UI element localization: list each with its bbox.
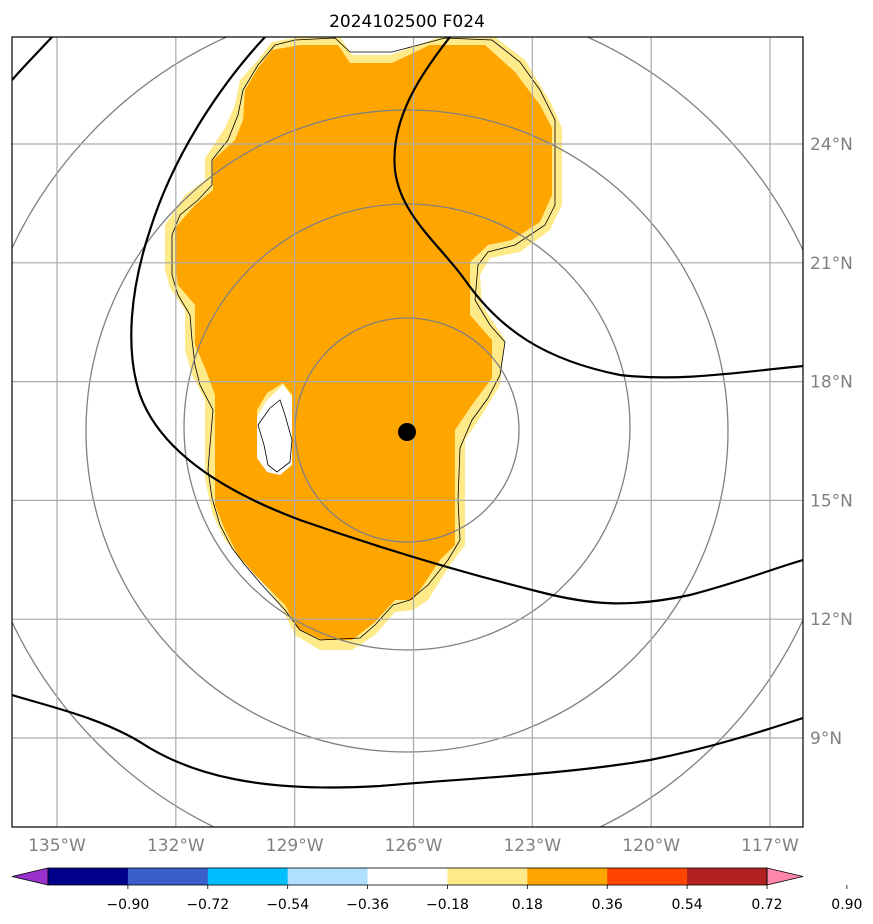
lon-label-5: 120°W	[622, 836, 680, 856]
range-ring-3	[85, 109, 729, 753]
colorbar-label-6: 0.36	[592, 897, 623, 913]
colorbar-segment-5	[447, 868, 528, 885]
lon-label-0: 135°W	[28, 836, 86, 856]
lat-label-2: 15°N	[810, 491, 853, 511]
colorbar-segment-0	[48, 868, 129, 885]
lat-label-0: 9°N	[810, 729, 842, 749]
map-title: 2024102500 F024	[329, 12, 485, 32]
colorbar-extend-min	[11, 867, 49, 886]
lat-label-3: 18°N	[810, 373, 853, 393]
shaded-hole	[257, 399, 293, 473]
colorbar-label-3: −0.36	[346, 897, 389, 913]
lat-label-5: 24°N	[810, 135, 853, 155]
colorbar-label-8: 0.72	[751, 897, 782, 913]
colorbar-label-1: −0.72	[186, 897, 229, 913]
lon-label-2: 129°W	[266, 836, 324, 856]
colorbar-segment-4	[367, 868, 448, 885]
contour-line-1	[12, 37, 53, 81]
shaded-outline	[171, 37, 556, 641]
colorbar-segment-6	[527, 868, 608, 885]
lat-label-4: 21°N	[810, 254, 853, 274]
colorbar-label-9: 0.90	[831, 897, 862, 913]
colorbar-label-4: −0.18	[426, 897, 469, 913]
colorbar-segment-3	[287, 868, 369, 885]
lon-label-4: 123°W	[503, 836, 561, 856]
shaded-region-core	[175, 45, 552, 640]
colorbar-segment-1	[127, 868, 209, 885]
longitude-labels: 135°W 132°W 129°W 126°W 123°W 120°W 117°W	[28, 836, 799, 856]
contour-line-2	[130, 37, 803, 605]
contour-line-3	[393, 37, 803, 379]
colorbar-segment-7	[607, 868, 688, 885]
colorbar-label-2: −0.54	[266, 897, 309, 913]
map-plot-area	[12, 37, 803, 827]
colorbar-label-7: 0.54	[672, 897, 703, 913]
contour-line-4	[12, 693, 803, 789]
colorbar-outline	[47, 867, 768, 886]
latitude-labels: 9°N 12°N 15°N 18°N 21°N 24°N	[810, 135, 853, 749]
colorbar-segment-2	[207, 868, 289, 885]
lon-label-1: 132°W	[147, 836, 205, 856]
graticule	[12, 37, 803, 827]
map-frame	[11, 36, 804, 828]
lon-label-3: 126°W	[385, 836, 443, 856]
colorbar-extend-max	[766, 867, 804, 886]
colorbar-label-5: 0.18	[512, 897, 543, 913]
lat-label-1: 12°N	[810, 610, 853, 630]
storm-center-marker	[398, 423, 416, 441]
lon-label-6: 117°W	[741, 836, 799, 856]
colorbar-segment-8	[687, 868, 768, 885]
colorbar: −0.90 −0.72 −0.54 −0.36 −0.18 0.18 0.36 0.54 0.7…	[11, 867, 862, 913]
colorbar-label-0: −0.90	[106, 897, 149, 913]
